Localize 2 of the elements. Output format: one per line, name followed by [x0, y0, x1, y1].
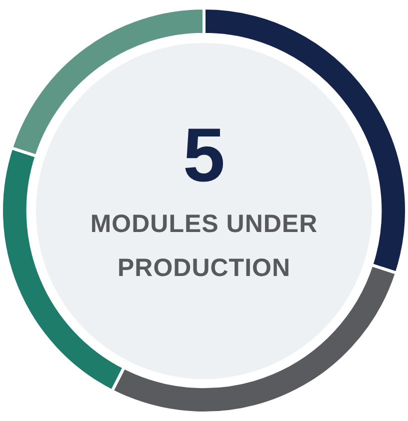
- text: 5: [182, 113, 226, 198]
- text: MODULES UNDER PRODUCTION: [89, 209, 319, 284]
